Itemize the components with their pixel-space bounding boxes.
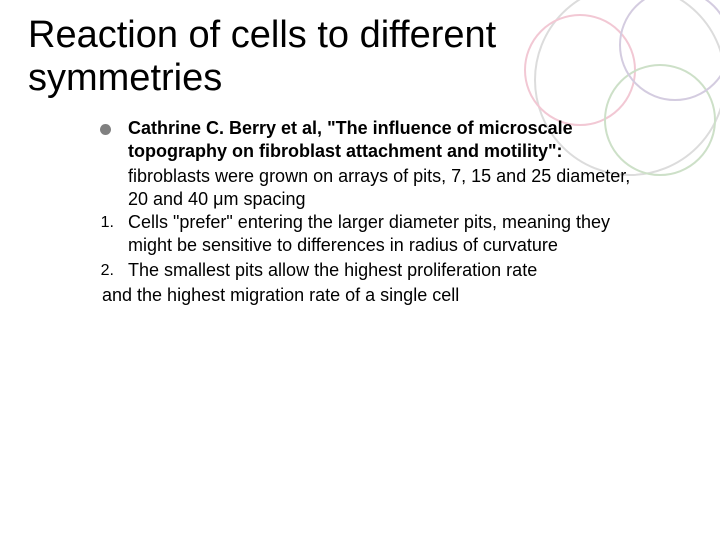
bullet-item: Cathrine C. Berry et al, "The influence … [82,117,652,163]
list-marker-2: 2. [82,259,128,281]
final-line: and the highest migration rate of a sing… [102,284,652,307]
list-marker-1: 1. [82,211,128,233]
list-item: 1. Cells "prefer" entering the larger di… [82,211,652,257]
list-text-1: Cells "prefer" entering the larger diame… [128,211,652,257]
slide-title: Reaction of cells to different symmetrie… [28,14,692,99]
slide-content: Reaction of cells to different symmetrie… [0,0,720,307]
bullet-subline: fibroblasts were grown on arrays of pits… [128,165,652,211]
body: Cathrine C. Berry et al, "The influence … [82,117,652,307]
bullet-icon [82,117,128,135]
list-item: 2. The smallest pits allow the highest p… [82,259,652,282]
list-text-2: The smallest pits allow the highest prol… [128,259,652,282]
citation-bold: Cathrine C. Berry et al, "The influence … [128,118,573,161]
